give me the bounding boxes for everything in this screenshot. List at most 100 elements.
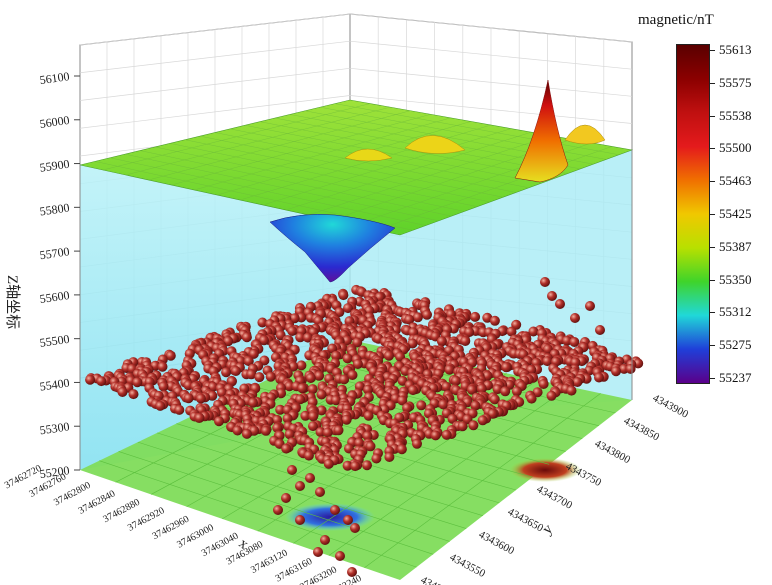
y-tick-label: 4343600 <box>477 529 517 558</box>
scatter-point <box>333 425 344 436</box>
scatter-point <box>384 452 395 462</box>
scatter-point <box>408 385 418 396</box>
scatter-point <box>194 412 205 423</box>
scatter-point <box>295 515 305 525</box>
scatter-points <box>85 277 644 577</box>
scatter-point <box>174 404 185 415</box>
scatter-point <box>404 314 415 325</box>
scatter-point <box>342 353 353 364</box>
z-tick-label: 55400 <box>39 376 71 394</box>
colorbar-tick-label: 55575 <box>719 74 752 90</box>
colorbar-tick-label: 55350 <box>719 271 752 287</box>
scatter-point <box>339 374 350 385</box>
scatter-point <box>528 326 539 337</box>
scatter-point <box>350 461 361 472</box>
colorbar-tick-mark <box>710 378 715 379</box>
scatter-point <box>282 413 293 424</box>
colorbar-tick-mark <box>710 246 715 248</box>
scatter-point <box>595 325 605 335</box>
scatter-point <box>489 394 500 405</box>
z-tick-label: 55300 <box>39 419 71 437</box>
scatter-point <box>430 430 441 441</box>
scatter-point <box>281 443 292 454</box>
scatter-point <box>331 350 342 361</box>
z-axis-label: Z轴坐标 <box>4 275 20 330</box>
scatter-point <box>183 393 194 404</box>
scatter-point <box>284 429 295 440</box>
scatter-point <box>214 416 224 427</box>
scatter-point <box>342 335 352 346</box>
scatter-point <box>273 505 283 515</box>
colorbar-tick-mark <box>710 115 715 117</box>
y-tick-label: 4343650 <box>506 506 546 535</box>
colorbar-title: magnetic/nT <box>638 12 714 28</box>
floor-anomaly-high <box>509 458 581 482</box>
colorbar-tick-mark <box>710 345 715 347</box>
scatter-point <box>342 460 353 471</box>
scatter-point <box>470 400 481 411</box>
colorbar-tick-mark <box>710 279 715 281</box>
scatter-point <box>365 441 376 452</box>
y-tick-label: 4343800 <box>593 438 633 467</box>
scatter-point <box>492 384 503 395</box>
scatter-point <box>287 465 297 475</box>
colorbar-tick-mark <box>710 181 715 183</box>
scatter-point <box>316 389 327 400</box>
scatter-point <box>246 369 257 380</box>
scatter-point <box>347 567 357 577</box>
scatter-point <box>444 364 455 375</box>
colorbar-tick-label: 55275 <box>719 337 752 353</box>
scatter-point <box>303 450 314 461</box>
scatter-point <box>532 387 543 398</box>
scatter-point <box>470 311 481 322</box>
scatter-point <box>232 425 243 436</box>
scatter-point <box>542 356 553 367</box>
colorbar-tick-mark <box>710 82 715 84</box>
scatter-point <box>363 384 373 395</box>
y-tick-label: 4343700 <box>535 483 575 512</box>
scatter-point <box>397 395 408 406</box>
colorbar-tick-mark <box>710 312 715 314</box>
scatter-point <box>438 399 449 410</box>
scatter-point <box>441 381 452 392</box>
colorbar-tick-mark <box>710 214 715 215</box>
scatter-point <box>412 312 423 323</box>
scatter-point <box>331 395 341 406</box>
scatter-point <box>585 301 595 311</box>
scatter-point <box>611 366 621 377</box>
scatter-point <box>422 309 432 320</box>
y-tick-label: 4343850 <box>622 415 662 444</box>
scatter-point <box>500 386 511 397</box>
scatter-point <box>308 411 319 422</box>
scatter-point <box>275 404 286 415</box>
scatter-point <box>302 332 313 343</box>
z-tick-label: 55200 <box>39 463 71 481</box>
scatter-point <box>412 438 422 449</box>
scatter-point <box>254 372 265 383</box>
scatter-point <box>157 361 168 372</box>
surface-peak-3 <box>404 135 466 154</box>
scatter-point <box>257 317 268 328</box>
scatter-point <box>566 385 577 396</box>
scatter-point <box>506 326 517 337</box>
surface-peak-4 <box>344 148 393 162</box>
scatter-point <box>347 370 358 380</box>
colorbar-tick-label: 55500 <box>719 140 752 156</box>
scatter-point <box>511 386 522 397</box>
scatter-point <box>341 414 352 425</box>
scatter-point <box>555 299 565 309</box>
colorbar-tick-mark <box>710 148 715 150</box>
scatter-point <box>466 384 477 395</box>
colorbar-tick-label: 55538 <box>719 107 752 123</box>
scatter-point <box>195 393 206 404</box>
scatter-point <box>260 425 271 436</box>
scatter-point <box>243 356 254 367</box>
colorbar-tick-label: 55387 <box>719 238 752 254</box>
scatter-point <box>248 397 258 408</box>
scatter-point <box>117 387 128 397</box>
scatter-point <box>594 372 604 383</box>
scatter-point <box>305 373 316 383</box>
scatter-point <box>241 428 252 439</box>
scatter-point <box>227 376 237 387</box>
